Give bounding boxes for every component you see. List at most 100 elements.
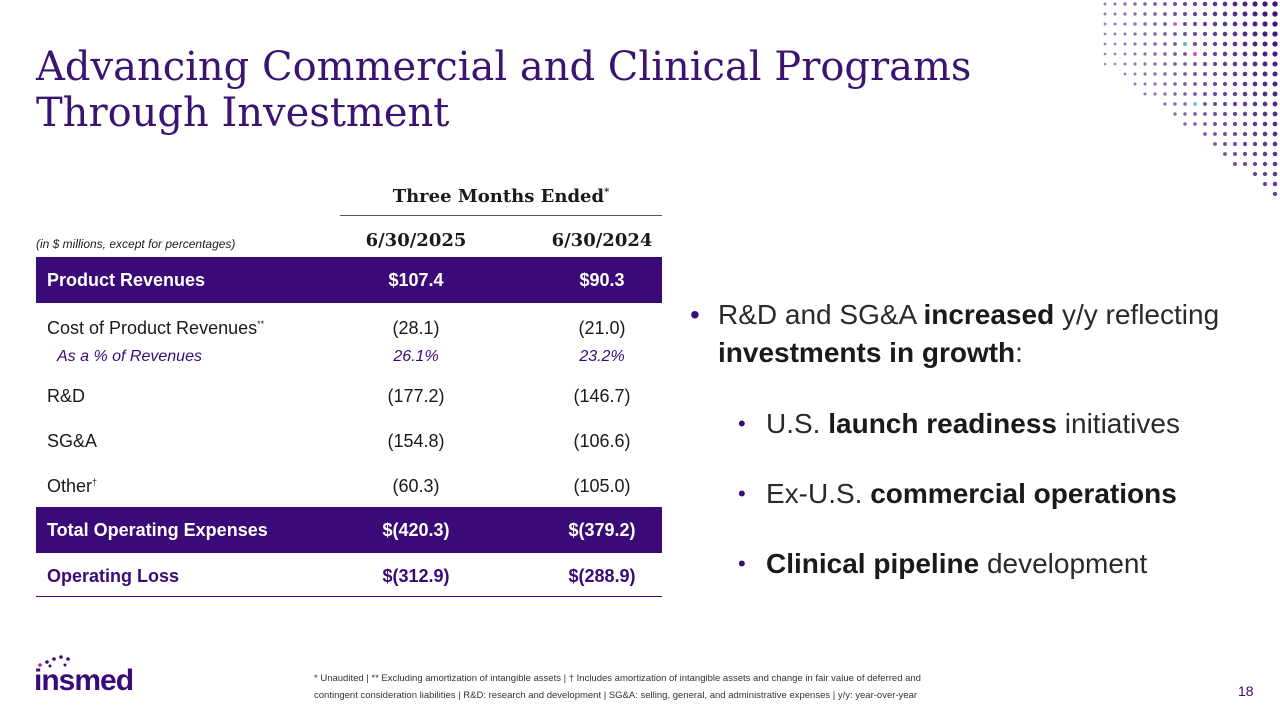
- decorative-dot: [1232, 131, 1238, 137]
- decorative-dot: [1272, 191, 1278, 197]
- decorative-dot: [1262, 121, 1268, 127]
- decorative-dot: [1213, 102, 1217, 106]
- decorative-dot: [1222, 1, 1228, 7]
- decorative-dot: [1212, 81, 1218, 87]
- decorative-dot: [1232, 111, 1238, 117]
- decorative-dot: [1173, 32, 1177, 36]
- decorative-dot: [1143, 52, 1147, 56]
- decorative-dot: [1143, 92, 1147, 96]
- decorative-dot: [1262, 151, 1268, 157]
- decorative-dot: [1123, 2, 1127, 6]
- decorative-dot: [1153, 62, 1157, 66]
- decorative-dot: [1232, 11, 1238, 17]
- decorative-dot: [1272, 51, 1278, 57]
- decorative-dot: [1232, 91, 1238, 97]
- decorative-dot: [1222, 111, 1228, 117]
- decorative-dot: [1193, 122, 1197, 126]
- decorative-dot: [1163, 92, 1167, 96]
- decorative-dot: [1143, 42, 1147, 46]
- decorative-dot: [1103, 32, 1107, 36]
- decorative-dot: [1133, 52, 1137, 56]
- decorative-dot: [1232, 81, 1238, 87]
- decorative-dot: [1212, 71, 1218, 77]
- decorative-dot: [1242, 11, 1248, 17]
- decorative-dot: [1153, 42, 1157, 46]
- decorative-dot: [1272, 181, 1278, 187]
- decorative-dot: [1252, 41, 1258, 47]
- decorative-dot: [1213, 122, 1217, 126]
- decorative-dot: [1193, 112, 1197, 116]
- decorative-dot: [1113, 62, 1117, 66]
- row-total-operating-expenses: Total Operating Expenses $(420.3) $(379.…: [36, 507, 662, 553]
- decorative-dot: [1203, 102, 1207, 106]
- decorative-dot: [1183, 62, 1187, 66]
- decorative-dot: [1203, 112, 1207, 116]
- decorative-dot: [1173, 102, 1177, 106]
- decorative-dot: [1203, 82, 1207, 86]
- decorative-dot: [1242, 71, 1248, 77]
- decorative-dot: [1252, 61, 1258, 67]
- decorative-dot: [1262, 11, 1268, 17]
- decorative-dot: [1202, 51, 1208, 57]
- decorative-dot: [1262, 71, 1268, 77]
- decorative-dot: [1262, 141, 1268, 147]
- decorative-dot: [1242, 21, 1248, 27]
- decorative-dot: [1262, 111, 1268, 117]
- decorative-dot: [1163, 72, 1167, 76]
- decorative-dot: [1133, 62, 1137, 66]
- decorative-dot: [1143, 32, 1147, 36]
- decorative-dot: [1133, 42, 1137, 46]
- decorative-dot: [1262, 21, 1268, 27]
- footnote: * Unaudited | ** Excluding amortization …: [314, 670, 1014, 704]
- decorative-dot: [1203, 92, 1207, 96]
- decorative-dot: [1212, 21, 1218, 27]
- decorative-dot: [1252, 51, 1258, 57]
- decorative-dot: [1153, 92, 1157, 96]
- decorative-dot: [1212, 51, 1218, 57]
- decorative-dot: [1173, 72, 1177, 76]
- decorative-dot: [1123, 52, 1127, 56]
- decorative-dot: [1212, 11, 1218, 17]
- decorative-dot: [1232, 51, 1238, 57]
- decorative-dot: [1133, 2, 1137, 6]
- decorative-dot: [1262, 51, 1268, 57]
- decorative-dot: [1242, 111, 1248, 117]
- decorative-dot: [1143, 12, 1147, 16]
- decorative-dot: [1222, 121, 1228, 127]
- decorative-dot: [1232, 31, 1238, 37]
- decorative-dot: [1272, 111, 1278, 117]
- decorative-dot: [1233, 162, 1237, 166]
- decorative-dot: [1222, 91, 1228, 97]
- decorative-dot: [1252, 31, 1258, 37]
- decorative-dot: [1242, 61, 1248, 67]
- decorative-dot: [1272, 31, 1278, 37]
- decorative-dot: [1163, 2, 1167, 6]
- decorative-dot: [1272, 61, 1278, 67]
- decorative-dot: [1252, 81, 1258, 87]
- decorative-dot: [1272, 171, 1278, 177]
- decorative-dot: [1202, 61, 1208, 67]
- decorative-dot: [1262, 101, 1268, 107]
- decorative-dot: [1192, 41, 1198, 47]
- decorative-dot: [1222, 101, 1228, 107]
- page-title: Advancing Commercial and Clinical Progra…: [36, 44, 996, 136]
- decorative-dot: [1163, 62, 1167, 66]
- decorative-dot: [1173, 22, 1177, 26]
- decorative-dot: [1193, 92, 1197, 96]
- decorative-dot: [1173, 42, 1177, 46]
- decorative-dot: [1262, 161, 1268, 167]
- decorative-dot: [1242, 161, 1248, 167]
- decorative-dot: [1222, 31, 1228, 37]
- decorative-dot: [1192, 11, 1198, 17]
- decorative-dot: [1223, 132, 1227, 136]
- decorative-dot: [1272, 91, 1278, 97]
- decorative-dot: [1242, 81, 1248, 87]
- decorative-dot: [1103, 2, 1107, 6]
- decorative-dot: [1232, 101, 1238, 107]
- decorative-dot: [1133, 82, 1137, 86]
- decorative-dot-pattern: [1103, 1, 1278, 197]
- decorative-dot: [1133, 72, 1137, 76]
- decorative-dot: [1182, 11, 1188, 17]
- decorative-dot: [1262, 61, 1268, 67]
- decorative-dot: [1232, 121, 1238, 127]
